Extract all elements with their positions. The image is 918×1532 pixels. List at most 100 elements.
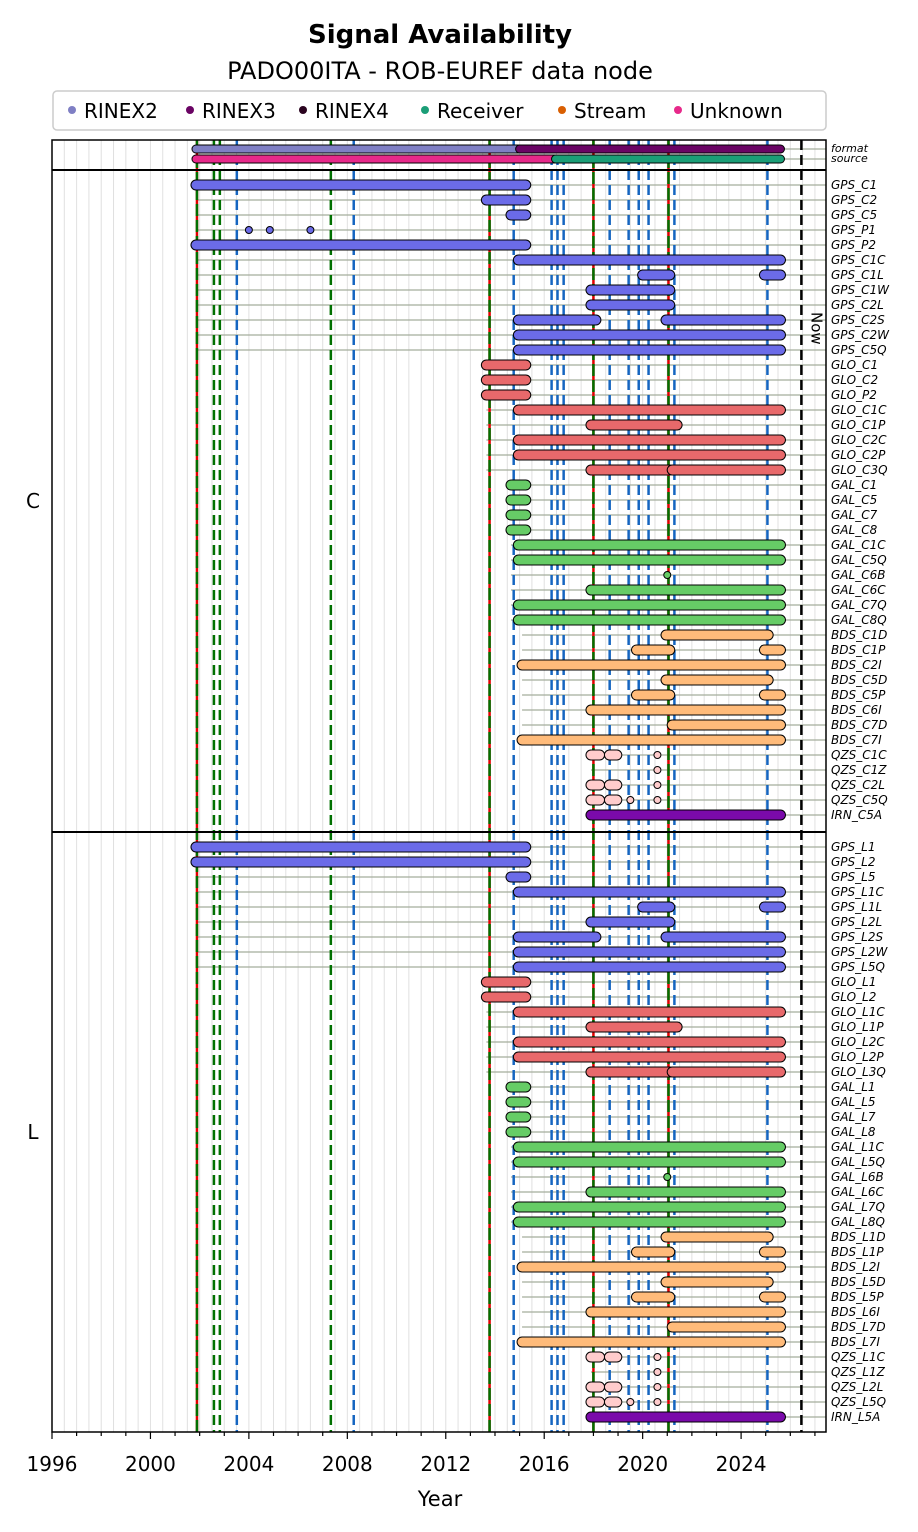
x-tick-label: 2016: [519, 1452, 570, 1476]
legend-label: Stream: [574, 99, 646, 123]
row-label: GAL_L8: [831, 1125, 876, 1139]
signal-point: [626, 796, 635, 804]
row-label: GPS_P1: [831, 223, 876, 237]
row-label: QZS_L1C: [831, 1350, 886, 1364]
x-tick-label: 2024: [716, 1452, 767, 1476]
x-tick-label: 1996: [27, 1452, 78, 1476]
row-label: source: [831, 152, 868, 165]
row-label: GPS_C2: [831, 193, 877, 207]
row-label: GAL_C8: [831, 523, 878, 537]
row-label: IRN_L5A: [831, 1410, 880, 1424]
row-label: GAL_L1C: [831, 1140, 885, 1154]
legend-label: RINEX4: [315, 99, 389, 123]
row-label: GPS_P2: [831, 238, 876, 252]
row-label: GLO_L3Q: [831, 1065, 886, 1079]
row-label: GLO_L1: [831, 975, 876, 989]
signal-point: [663, 1173, 672, 1181]
legend-marker: [186, 106, 194, 114]
legend-marker: [674, 106, 682, 114]
row-label: GAL_C8Q: [831, 613, 887, 627]
row-label: BDS_C1D: [831, 628, 887, 642]
row-label: GPS_L1L: [831, 900, 882, 914]
signal-point: [653, 1368, 662, 1376]
row-label: GAL_C5Q: [831, 553, 887, 567]
row-label: QZS_L1Z: [831, 1365, 886, 1379]
legend-label: Receiver: [437, 99, 524, 123]
row-label: IRN_C5A: [831, 808, 882, 822]
row-label: GLO_L1C: [831, 1005, 885, 1019]
row-label: GLO_C2: [831, 373, 878, 387]
row-label: BDS_C2I: [831, 658, 882, 672]
signal-point: [653, 1398, 662, 1406]
row-label: BDS_L6I: [831, 1305, 880, 1319]
signal-point: [653, 1353, 662, 1361]
x-axis-label: Year: [417, 1487, 463, 1511]
legend-label: RINEX3: [202, 99, 276, 123]
row-label: QZS_C1C: [831, 748, 887, 762]
legend-marker: [299, 106, 307, 114]
row-label: GPS_L2S: [831, 930, 883, 944]
row-label: GPS_C5Q: [831, 343, 887, 357]
signal-point: [265, 226, 274, 234]
row-label: GAL_C7: [831, 508, 878, 522]
row-label: GLO_P2: [831, 388, 877, 402]
row-label: GAL_C7Q: [831, 598, 887, 612]
x-tick-label: 2012: [420, 1452, 471, 1476]
row-label: GPS_C1W: [831, 283, 890, 297]
signal-point: [663, 571, 672, 579]
row-label: GAL_L8Q: [831, 1215, 885, 1229]
row-label: GPS_L5Q: [831, 960, 885, 974]
row-label: GPS_C1: [831, 178, 877, 192]
row-label: BDS_C7D: [831, 718, 887, 732]
x-tick-label: 2020: [617, 1452, 668, 1476]
legend-label: RINEX2: [84, 99, 158, 123]
row-label: BDS_L5P: [831, 1290, 884, 1304]
row-label: BDS_C1P: [831, 643, 886, 657]
row-label: GAL_L5Q: [831, 1155, 885, 1169]
row-label: GAL_L7: [831, 1110, 876, 1124]
row-label: BDS_L1P: [831, 1245, 884, 1259]
row-label: GAL_L7Q: [831, 1200, 885, 1214]
signal-point: [306, 226, 315, 234]
row-label: GPS_L5: [831, 870, 875, 884]
row-label: GLO_C1C: [831, 403, 887, 417]
now-label: Now: [807, 312, 825, 345]
row-label: BDS_L5D: [831, 1275, 886, 1289]
plot-frame: [51, 139, 827, 1433]
group-label: C: [26, 489, 40, 513]
row-label: BDS_L7D: [831, 1320, 886, 1334]
legend-marker: [421, 106, 429, 114]
legend-label: Unknown: [690, 99, 783, 123]
signal-point: [653, 1383, 662, 1391]
row-label: BDS_L1D: [831, 1230, 886, 1244]
row-label: GLO_L2C: [831, 1035, 885, 1049]
row-label: QZS_C5Q: [831, 793, 888, 807]
row-label: GLO_L2: [831, 990, 876, 1004]
x-tick-label: 2000: [125, 1452, 176, 1476]
chart-title: Signal Availability: [308, 20, 572, 50]
row-label: GLO_C1: [831, 358, 878, 372]
x-tick-label: 2004: [223, 1452, 274, 1476]
signal-point: [653, 796, 662, 804]
row-label: GPS_C2S: [831, 313, 885, 327]
signal-point: [626, 1398, 635, 1406]
row-label: GAL_L6C: [831, 1185, 885, 1199]
row-label: GPS_L1: [831, 840, 875, 854]
row-label: QZS_L5Q: [831, 1395, 886, 1409]
row-label: GPS_C2L: [831, 298, 884, 312]
signal-point: [244, 226, 253, 234]
row-label: GPS_C2W: [831, 328, 890, 342]
row-label: GPS_L2W: [831, 945, 888, 959]
group-label: L: [27, 1120, 39, 1144]
row-label: BDS_L7I: [831, 1335, 880, 1349]
row-label: GPS_C5: [831, 208, 877, 222]
row-label: GPS_C1C: [831, 253, 886, 267]
signal-point: [653, 751, 662, 759]
row-label: GLO_C2P: [831, 448, 886, 462]
row-label: BDS_L2I: [831, 1260, 880, 1274]
row-label: GPS_L1C: [831, 885, 884, 899]
legend-box: [52, 90, 827, 131]
row-label: GAL_C1C: [831, 538, 886, 552]
